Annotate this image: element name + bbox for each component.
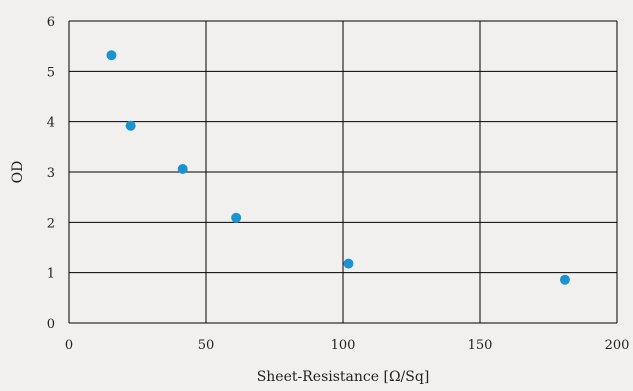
data-point: [231, 212, 242, 223]
y-axis-ticks: 0 1 2 3 4 5 6: [47, 15, 55, 332]
x-axis-title: Sheet-Resistance [Ω/Sq]: [257, 369, 430, 385]
data-points: [106, 50, 570, 285]
y-tick-label: 6: [47, 15, 55, 30]
x-tick-label: 50: [198, 338, 215, 353]
y-tick-label: 2: [47, 216, 55, 231]
y-tick-label: 4: [47, 116, 55, 131]
data-point: [106, 50, 117, 61]
data-point: [177, 163, 188, 174]
y-tick-label: 0: [47, 317, 55, 332]
x-tick-label: 0: [65, 338, 73, 353]
y-tick-label: 1: [47, 267, 55, 282]
x-axis-ticks: 0 50 100 150 200: [65, 338, 630, 353]
grid-lines: [68, 20, 618, 324]
x-tick-label: 200: [605, 338, 630, 353]
y-axis-title: OD: [10, 161, 26, 184]
data-point: [125, 120, 136, 131]
x-tick-label: 100: [331, 338, 356, 353]
data-point: [343, 258, 354, 269]
data-point: [559, 274, 570, 285]
x-tick-label: 150: [468, 338, 493, 353]
y-tick-label: 3: [47, 166, 55, 181]
y-tick-label: 5: [47, 65, 55, 80]
